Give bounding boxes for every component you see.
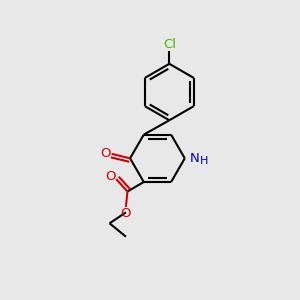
Text: O: O (121, 207, 131, 220)
Text: N: N (190, 152, 200, 165)
Text: O: O (100, 147, 110, 160)
Text: H: H (200, 156, 208, 166)
Text: O: O (106, 169, 116, 183)
Text: Cl: Cl (163, 38, 176, 51)
